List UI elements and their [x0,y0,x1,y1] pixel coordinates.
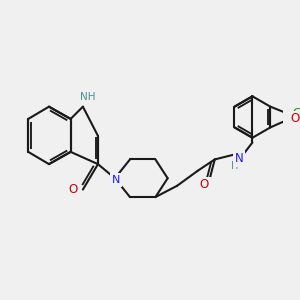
Text: O: O [69,183,78,196]
Text: O: O [200,178,209,191]
Text: Cl: Cl [292,107,300,120]
Text: N: N [235,152,244,165]
Text: NH: NH [80,92,95,102]
Text: H: H [231,161,238,171]
Text: O: O [290,112,299,125]
Text: N: N [112,175,120,185]
